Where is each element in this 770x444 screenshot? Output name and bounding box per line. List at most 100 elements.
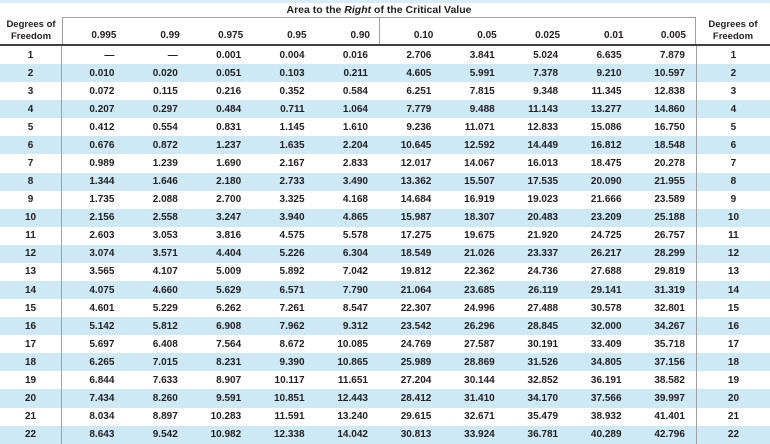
table-row: 15 4.601 5.229 6.262 7.261 8.547 22.307 … [0,299,770,318]
table-row: 6 0.676 0.872 1.237 1.635 2.204 10.645 1… [0,136,770,155]
value-cell: 23.589 [654,194,685,206]
df-right-cell: 12 [695,244,770,263]
value-cell: 18.548 [654,139,685,151]
value-cell: 4.601 [89,302,115,314]
value-cell: 6.304 [342,248,368,260]
value-cell: 7.564 [216,338,242,350]
value-cell: — [104,49,115,61]
value-cell: 22.307 [400,302,432,314]
value-cell: 9.210 [596,67,622,79]
value-cell: 7.815 [469,85,495,97]
value-cell: 6.408 [152,338,178,350]
value-cell: 15.987 [400,212,432,224]
table-row: 20 7.434 8.260 9.591 10.851 12.443 28.41… [0,389,770,408]
col-header-005: 0.05 [442,17,506,44]
df-left-cell: 22 [0,425,62,444]
value-cell: 8.897 [152,411,178,423]
value-cell: 2.700 [216,194,242,206]
value-cell: 12.833 [527,121,559,133]
df-right-cell: 10 [695,208,770,227]
value-cell: 0.989 [89,158,115,169]
value-cell: 16.919 [464,194,495,206]
df-right-cell: 3 [695,82,770,101]
col-header-090: 0.90 [315,17,379,44]
df-right-cell: 18 [695,353,770,372]
value-cell: 32.000 [590,320,622,332]
value-cell: 26.217 [590,248,622,260]
value-cell: 5.697 [89,338,115,350]
value-cell: 26.119 [528,284,559,296]
value-cell: 0.103 [279,67,305,79]
df-right-cell: 7 [695,154,770,173]
table-row: 9 1.735 2.088 2.700 3.325 4.168 14.684 1… [0,190,770,209]
df-left-cell: 18 [0,353,62,372]
value-cell: 9.542 [152,429,178,441]
value-cell: 0.484 [216,103,242,115]
value-cell: 32.801 [654,302,685,314]
value-cell: 31.526 [527,356,559,368]
value-cell: 13.277 [590,103,622,115]
col-header-0005: 0.005 [632,17,696,44]
df-left-cell: 11 [0,226,62,245]
table-title: Area to the Right of the Critical Value [62,3,696,17]
value-cell: 33.924 [464,429,495,441]
table-row: 21 8.034 8.897 10.283 11.591 13.240 29.6… [0,407,770,426]
title-emphasis: Right [344,4,372,16]
value-cell: 25.989 [400,356,432,368]
value-cell: 3.053 [152,230,178,242]
value-cell: 3.841 [469,49,495,61]
table-row: 18 6.265 7.015 8.231 9.390 10.865 25.989… [0,353,770,372]
value-cell: 16.812 [590,139,622,151]
df-right-cell: 16 [695,317,770,336]
table-row: 3 0.072 0.115 0.216 0.352 0.584 6.251 7.… [0,82,770,101]
value-cell: 12.017 [400,158,432,169]
value-cell: 31.410 [464,393,495,405]
value-cell: 0.872 [152,139,178,151]
value-cell: 22.362 [464,266,495,278]
value-cell: 2.733 [279,176,305,188]
table-row: 19 6.844 7.633 8.907 10.117 11.651 27.20… [0,371,770,390]
table-row: 14 4.075 4.660 5.629 6.571 7.790 21.064 … [0,281,770,300]
value-cell: 2.180 [216,176,242,188]
df-left-cell: 19 [0,371,62,390]
df-right-cell: 5 [695,118,770,137]
df-header-line2: Freedom [712,30,754,42]
value-cell: 34.805 [590,356,622,368]
value-cell: 7.261 [279,302,305,314]
value-cell: 24.725 [590,230,622,242]
col-header-095: 0.95 [252,17,316,44]
value-cell: 12.443 [337,393,368,405]
df-left-cell: 6 [0,136,62,155]
df-header-line1: Degrees of [708,19,758,31]
col-header-0025: 0.025 [505,17,570,44]
value-cell: 7.378 [533,67,559,79]
value-cell: 1.635 [279,139,305,151]
value-cell: 21.064 [400,284,432,296]
value-cell: 14.449 [527,139,559,151]
df-header-right: Degrees of Freedom [696,17,770,44]
value-cell: 24.769 [400,338,432,350]
value-cell: 7.633 [152,374,178,386]
value-cell: 6.265 [89,356,115,368]
value-cell: 17.535 [527,176,559,188]
title-prefix: Area to the [286,4,345,16]
df-right-cell: 6 [695,136,770,155]
value-cell: 34.170 [527,393,559,405]
value-cell: 21.920 [527,230,559,242]
value-cell: 11.591 [274,411,305,423]
value-cell: 8.260 [152,393,178,405]
value-cell: 3.074 [89,248,115,260]
df-header-line1: Degrees of [6,19,56,31]
value-cell: 6.635 [596,49,622,61]
df-left-cell: 21 [0,407,62,426]
table-row: 16 5.142 5.812 6.908 7.962 9.312 23.542 … [0,317,770,336]
top-accent-bar [0,0,770,3]
value-cell: 27.204 [400,374,432,386]
table-row: 11 2.603 3.053 3.816 4.575 5.578 17.275 … [0,226,770,245]
value-cell: 29.615 [400,411,432,423]
value-cell: 28.412 [400,393,432,405]
value-cell: 4.168 [342,194,368,206]
col-header-001: 0.01 [569,17,633,44]
value-cell: 0.207 [89,103,115,115]
value-cell: 8.907 [216,374,242,386]
